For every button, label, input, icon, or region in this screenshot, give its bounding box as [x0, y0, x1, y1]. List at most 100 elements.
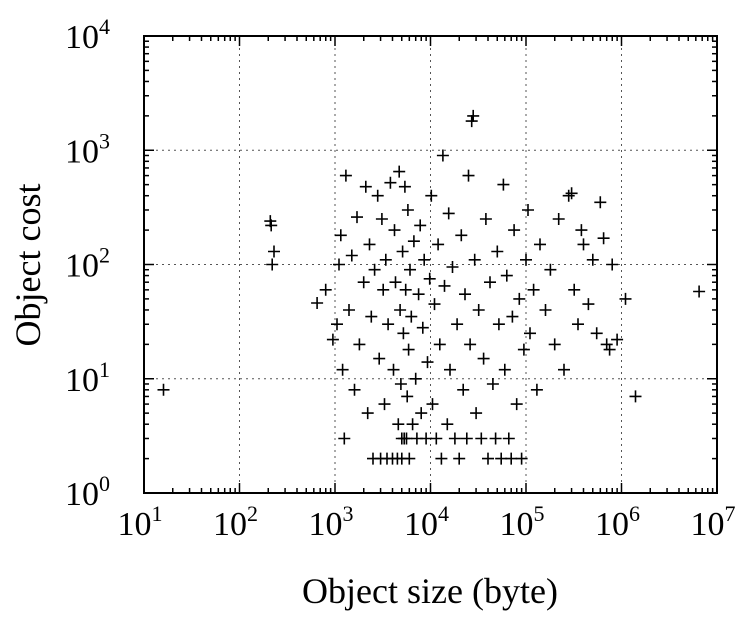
grid-lines — [144, 36, 717, 493]
data-point — [470, 407, 483, 420]
x-tick-label: 103 — [309, 501, 354, 543]
data-point — [484, 276, 496, 289]
data-point — [396, 245, 409, 258]
data-point — [430, 432, 443, 445]
data-point — [502, 432, 515, 445]
data-point — [401, 204, 414, 216]
data-point — [468, 253, 481, 266]
data-point — [489, 432, 502, 445]
data-point — [394, 378, 407, 390]
data-point — [462, 169, 475, 182]
data-point — [416, 321, 429, 334]
data-point — [418, 253, 431, 266]
data-point — [400, 432, 413, 445]
data-point — [343, 304, 355, 316]
data-point — [371, 189, 384, 202]
data-point — [392, 418, 405, 431]
data-point — [544, 263, 557, 276]
data-point — [586, 253, 599, 266]
data-point — [378, 398, 391, 411]
data-point — [508, 224, 521, 237]
data-point — [572, 318, 584, 331]
data-point — [382, 318, 395, 331]
data-point — [562, 189, 575, 202]
data-point — [401, 390, 414, 403]
y-tick-labels: 100 101 102 103 104 — [65, 14, 110, 513]
data-point — [311, 297, 324, 309]
data-point — [530, 383, 543, 396]
data-points — [157, 109, 706, 465]
data-point — [611, 333, 624, 346]
data-point — [377, 283, 390, 296]
data-point — [406, 418, 419, 431]
x-tick-label: 107 — [691, 501, 736, 543]
data-point — [453, 452, 466, 465]
data-point — [265, 219, 278, 232]
data-point — [357, 276, 370, 289]
x-tick-label: 106 — [595, 501, 640, 543]
data-point — [339, 169, 352, 182]
data-point — [594, 196, 607, 209]
data-point — [472, 304, 485, 316]
data-point — [336, 363, 349, 376]
data-point — [268, 245, 280, 258]
data-point — [359, 180, 372, 193]
data-point — [403, 452, 416, 465]
data-point — [399, 283, 412, 296]
data-point — [438, 279, 451, 292]
data-point — [441, 418, 454, 431]
data-point — [467, 109, 480, 122]
data-point — [338, 432, 351, 445]
data-point — [520, 253, 532, 266]
data-point — [394, 304, 407, 316]
data-point — [157, 383, 170, 396]
data-point — [345, 249, 358, 262]
data-point — [415, 407, 428, 420]
data-point — [387, 363, 400, 376]
x-axis-title: Object size (byte) — [302, 571, 558, 611]
data-point — [448, 432, 461, 445]
data-point — [428, 298, 441, 311]
data-point — [433, 338, 446, 351]
data-point — [524, 327, 536, 340]
data-point — [455, 229, 468, 242]
data-point — [363, 238, 376, 251]
data-point — [491, 245, 504, 258]
data-point — [420, 432, 433, 445]
data-point — [412, 288, 425, 301]
data-point — [515, 452, 528, 465]
data-point — [348, 383, 361, 396]
data-point — [384, 176, 397, 189]
data-point — [326, 333, 339, 346]
x-tick-labels: 101 102 103 104 105 106 107 — [118, 501, 736, 543]
data-point — [444, 363, 456, 376]
data-point — [426, 398, 439, 411]
data-point — [375, 213, 388, 225]
data-point — [475, 432, 488, 445]
data-point — [505, 452, 518, 465]
data-point — [388, 224, 401, 237]
data-point — [565, 187, 578, 200]
data-point — [393, 165, 406, 178]
y-tick-label: 103 — [65, 128, 110, 170]
data-point — [398, 180, 411, 193]
data-point — [590, 327, 603, 340]
x-tick-label: 101 — [118, 501, 163, 543]
data-point — [319, 283, 332, 296]
data-point — [582, 298, 595, 311]
y-tick-label: 100 — [65, 471, 110, 513]
data-point — [442, 207, 455, 220]
data-point — [597, 232, 610, 245]
data-point — [464, 338, 477, 351]
data-point — [492, 318, 505, 331]
data-point — [527, 283, 540, 296]
data-point — [368, 263, 381, 276]
data-point — [460, 432, 473, 445]
data-point — [603, 343, 616, 356]
data-point — [361, 407, 374, 420]
data-point — [331, 318, 343, 331]
data-point — [606, 258, 619, 271]
data-point — [693, 285, 706, 298]
data-point — [619, 292, 632, 305]
